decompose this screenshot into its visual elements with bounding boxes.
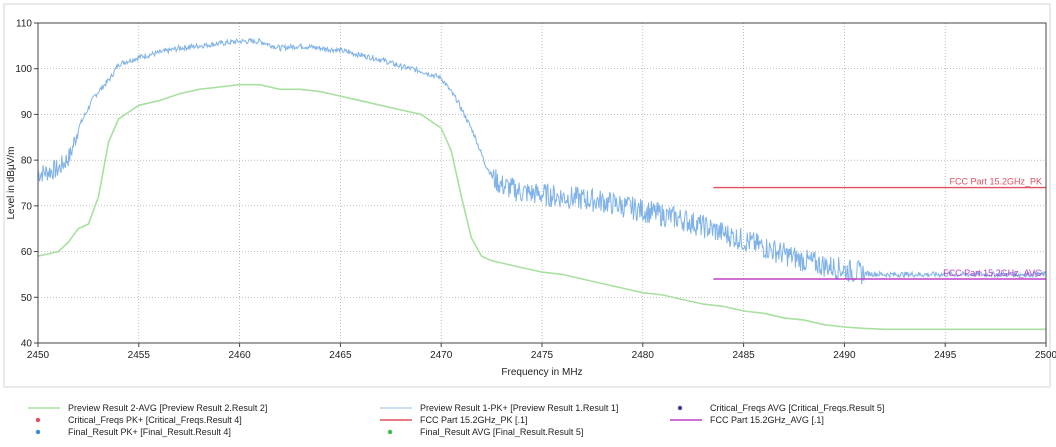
x-tick-label: 2465 (329, 350, 352, 361)
y-tick-label: 40 (21, 339, 33, 350)
x-tick-label: 2485 (732, 350, 755, 361)
legend-line-icon (380, 419, 412, 421)
legend-line-icon (670, 419, 702, 421)
legend-label: FCC Part 15.2GHz_AVG [.1] (710, 415, 824, 425)
x-tick-label: 2500 (1035, 350, 1056, 361)
series-preview-result-1-pk (37, 37, 1047, 285)
tick-labels: 2450 2455 2460 2465 2470 2475 2480 2485 2490 2495… (15, 19, 1056, 362)
legend-dot-icon (387, 429, 393, 435)
grid (34, 22, 1047, 347)
legend-line-icon (28, 407, 60, 409)
legend-label: Critical_Freqs PK+ [Critical_Freqs.Resul… (68, 415, 242, 425)
legend: Preview Result 2-AVG [Preview Result 2.R… (0, 398, 1056, 447)
x-tick-label: 2460 (228, 350, 251, 361)
legend-label: Final_Result AVG [Final_Result.Result 5] (420, 427, 584, 437)
y-tick-label: 80 (21, 156, 33, 167)
legend-label: Preview Result 1-PK+ [Preview Result 1.R… (420, 403, 619, 413)
y-tick-label: 70 (21, 201, 33, 212)
y-axis-label: Level in dBµV/m (6, 146, 17, 219)
y-tick-label: 110 (16, 19, 32, 30)
x-tick-label: 2490 (833, 350, 856, 361)
y-tick-label: 100 (15, 64, 32, 75)
y-tick-label: 90 (21, 110, 33, 121)
limit-label-avg: FCC Part 15.2GHz_AVG (943, 268, 1042, 278)
annotation-layer: FCC Part 15.2GHz_PK FCC Part 15.2GHz_AVG (943, 177, 1042, 278)
x-tick-label: 2455 (128, 350, 151, 361)
limit-label-pk: FCC Part 15.2GHz_PK (949, 177, 1042, 187)
x-tick-label: 2450 (27, 350, 50, 361)
x-tick-label: 2495 (934, 350, 957, 361)
legend-label: FCC Part 15.2GHz_PK [.1] (420, 415, 528, 425)
legend-label: Preview Result 2-AVG [Preview Result 2.R… (68, 403, 268, 413)
legend-dot-icon (35, 417, 41, 423)
legend-dot-icon (35, 429, 41, 435)
y-tick-label: 60 (21, 247, 33, 258)
series-preview-result-2-avg (37, 83, 1046, 331)
x-tick-label: 2475 (531, 350, 554, 361)
legend-line-icon (380, 407, 412, 409)
legend-label: Critical_Freqs AVG [Critical_Freqs.Resul… (710, 403, 885, 413)
chart-frame (3, 3, 1051, 388)
legend-dot-icon (677, 405, 683, 411)
x-tick-label: 2480 (632, 350, 655, 361)
x-tick-label: 2470 (430, 350, 453, 361)
x-axis-label: Frequency in MHz (501, 367, 582, 378)
legend-label: Final_Result PK+ [Final_Result.Result 4] (68, 427, 231, 437)
y-tick-label: 50 (21, 293, 33, 304)
plot-area (37, 22, 1047, 344)
series-layer (37, 37, 1047, 331)
